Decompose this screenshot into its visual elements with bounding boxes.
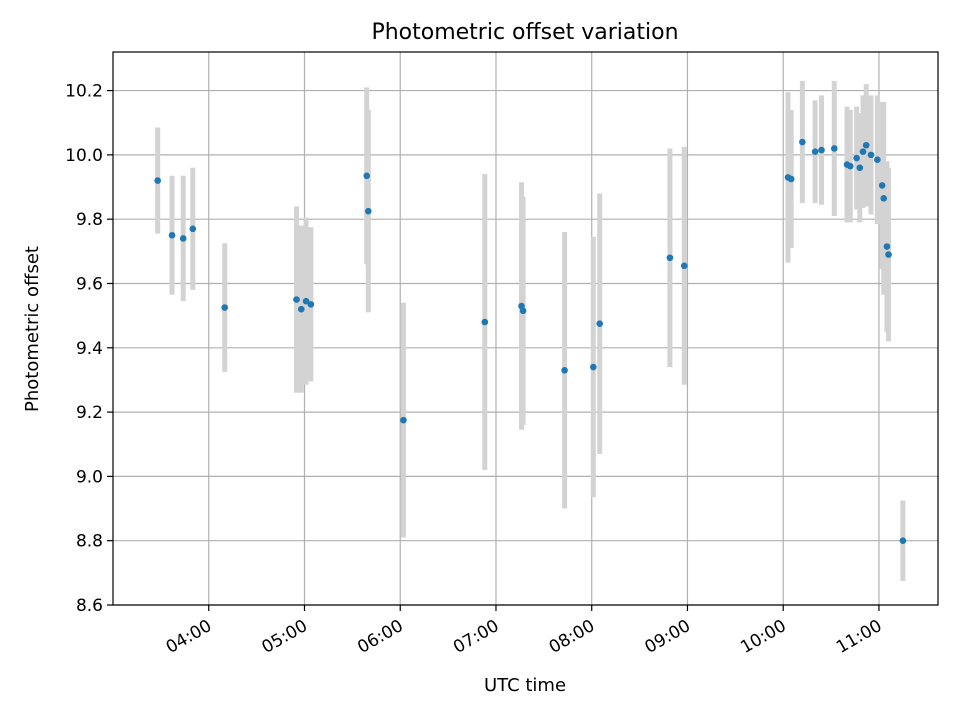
data-point xyxy=(307,301,315,308)
y-tick-label: 9.0 xyxy=(76,467,103,487)
data-point xyxy=(885,251,892,258)
data-point xyxy=(867,151,875,159)
x-axis-label: UTC time xyxy=(484,675,566,696)
data-point xyxy=(830,145,838,152)
data-point xyxy=(859,148,867,155)
y-tick-label: 8.6 xyxy=(76,596,103,616)
data-point xyxy=(293,296,300,303)
data-point xyxy=(856,164,864,172)
data-point xyxy=(680,262,688,270)
chart-title: Photometric offset variation xyxy=(371,20,678,45)
data-point xyxy=(561,366,568,374)
data-point xyxy=(519,307,527,315)
data-point xyxy=(880,194,888,202)
data-point xyxy=(168,231,176,239)
data-point xyxy=(400,416,407,424)
data-point xyxy=(179,235,187,242)
data-point xyxy=(297,305,305,313)
y-tick-label: 10.0 xyxy=(65,146,103,166)
plot-frame xyxy=(112,51,939,606)
data-point xyxy=(481,318,489,326)
y-tick-label: 9.2 xyxy=(76,403,103,423)
data-point xyxy=(302,297,310,305)
data-point xyxy=(154,177,161,184)
data-point xyxy=(811,148,819,155)
data-point xyxy=(818,146,825,154)
data-point xyxy=(883,243,891,250)
data-point xyxy=(846,162,854,170)
data-point xyxy=(862,141,870,149)
y-axis-label: Photometric offset xyxy=(22,246,43,412)
y-tick-label: 8.8 xyxy=(76,532,103,552)
data-point xyxy=(799,138,806,146)
y-tick-label: 10.2 xyxy=(65,82,103,102)
data-point xyxy=(899,537,907,544)
data-point xyxy=(590,363,597,371)
data-point xyxy=(596,320,604,327)
y-tick-label: 9.4 xyxy=(76,339,103,359)
data-point xyxy=(853,154,860,162)
data-point xyxy=(365,207,372,215)
data-point xyxy=(221,304,229,311)
data-point xyxy=(878,182,886,189)
data-point xyxy=(787,175,795,183)
data-point xyxy=(189,225,197,233)
y-tick-label: 9.8 xyxy=(76,210,103,230)
data-point xyxy=(874,156,881,164)
data-points xyxy=(154,138,907,544)
data-point xyxy=(666,254,674,262)
y-tick-label: 9.6 xyxy=(76,274,103,294)
data-point xyxy=(363,172,371,180)
